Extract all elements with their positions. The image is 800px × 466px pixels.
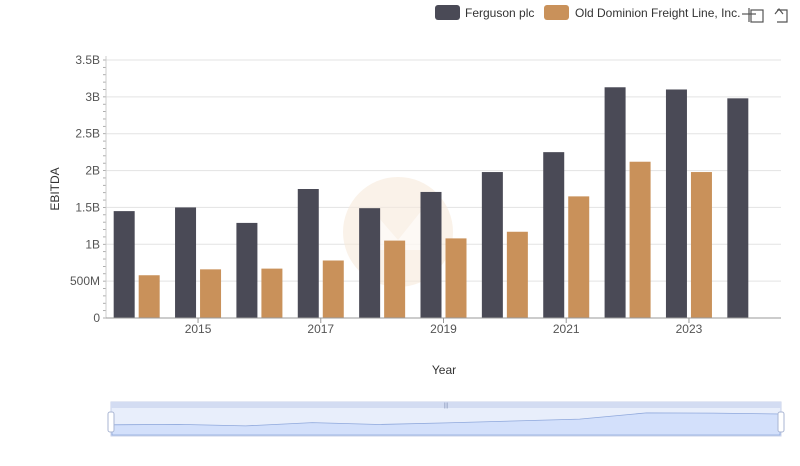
bar-old-dominion[interactable] bbox=[506, 231, 528, 318]
slider-top-bar[interactable] bbox=[111, 402, 781, 408]
zoom-crosshair-icon[interactable] bbox=[742, 8, 764, 23]
bar-old-dominion[interactable] bbox=[384, 240, 406, 318]
slider-handle-left[interactable] bbox=[107, 411, 115, 433]
x-tick-label: 2021 bbox=[553, 322, 580, 336]
y-tick-label: 3B bbox=[85, 90, 100, 104]
data-zoom-slider[interactable]: ||| bbox=[107, 401, 785, 437]
x-axis-label: Year bbox=[432, 363, 456, 377]
bar-ferguson[interactable] bbox=[481, 172, 503, 318]
bar-old-dominion[interactable] bbox=[568, 196, 590, 318]
bar-ferguson[interactable] bbox=[297, 189, 319, 318]
legend-label-old-dominion[interactable]: Old Dominion Freight Line, Inc. bbox=[575, 6, 740, 20]
y-tick-label: 3.5B bbox=[75, 53, 100, 67]
y-tick-label: 2B bbox=[85, 164, 100, 178]
bar-old-dominion[interactable] bbox=[690, 172, 712, 318]
legend: Ferguson plc Old Dominion Freight Line, … bbox=[435, 5, 740, 20]
bar-ferguson[interactable] bbox=[543, 152, 565, 318]
legend-swatch-ferguson[interactable] bbox=[435, 5, 460, 20]
reset-arrow-icon[interactable] bbox=[774, 8, 788, 23]
bar-ferguson[interactable] bbox=[604, 87, 626, 318]
bar-ferguson[interactable] bbox=[420, 191, 442, 318]
y-tick-label: 1B bbox=[85, 237, 100, 251]
bar-ferguson[interactable] bbox=[727, 98, 749, 319]
y-tick-label: 0 bbox=[93, 311, 100, 325]
slider-preview-area bbox=[111, 412, 781, 436]
bar-ferguson[interactable] bbox=[175, 207, 197, 318]
y-tick-label: 500M bbox=[70, 274, 100, 288]
slider-grip-icon[interactable]: ||| bbox=[444, 403, 449, 409]
slider-handle-right[interactable] bbox=[777, 411, 785, 433]
bar-ferguson[interactable] bbox=[113, 211, 135, 318]
bar-old-dominion[interactable] bbox=[629, 161, 651, 318]
x-tick-label: 2017 bbox=[307, 322, 334, 336]
bar-old-dominion[interactable] bbox=[322, 260, 344, 318]
y-tick-label: 1.5B bbox=[75, 200, 100, 214]
x-tick-label: 2015 bbox=[185, 322, 212, 336]
legend-label-ferguson[interactable]: Ferguson plc bbox=[465, 6, 534, 20]
x-tick-label: 2019 bbox=[430, 322, 457, 336]
bar-old-dominion[interactable] bbox=[261, 268, 283, 318]
x-tick-label: 2023 bbox=[676, 322, 703, 336]
bar-ferguson[interactable] bbox=[665, 89, 687, 318]
y-tick-label: 2.5B bbox=[75, 127, 100, 141]
bar-ferguson[interactable] bbox=[359, 208, 381, 318]
axes-layer: 0 500M 1B 1.5B 2B 2.5B 3B 3.5B 2015 2017 2019 2021 2… bbox=[70, 53, 781, 336]
legend-swatch-old-dominion[interactable] bbox=[544, 5, 569, 20]
bars-layer bbox=[113, 87, 749, 319]
bar-old-dominion[interactable] bbox=[445, 238, 467, 318]
bar-old-dominion[interactable] bbox=[200, 269, 222, 318]
bar-old-dominion[interactable] bbox=[138, 275, 160, 318]
bar-ferguson[interactable] bbox=[236, 222, 258, 318]
y-axis-label: EBITDA bbox=[48, 167, 62, 210]
